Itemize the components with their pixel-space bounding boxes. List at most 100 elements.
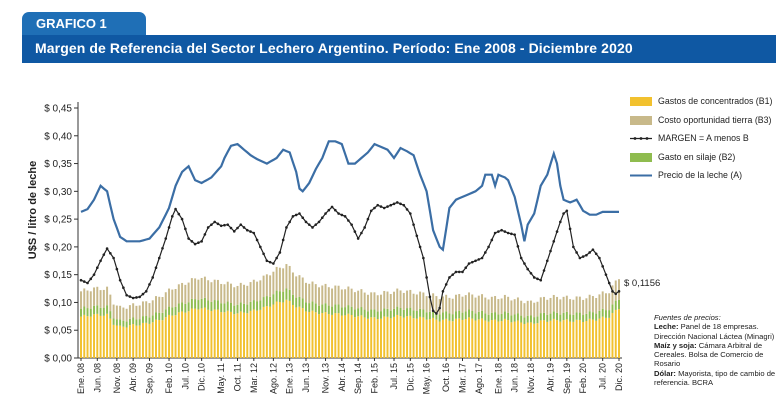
bar-tierra xyxy=(481,294,484,311)
bar-concentrados xyxy=(278,302,281,358)
margen-point xyxy=(206,226,210,229)
bar-concentrados xyxy=(197,309,200,358)
bar-tierra xyxy=(337,285,340,305)
margen-point xyxy=(389,203,393,207)
bar-concentrados xyxy=(585,320,588,358)
bar-concentrados xyxy=(494,319,497,358)
margen-line xyxy=(80,201,620,315)
bar-tierra xyxy=(216,279,219,301)
bar-concentrados xyxy=(428,319,431,358)
margen-point xyxy=(249,230,252,233)
bar-concentrados xyxy=(321,313,324,358)
bar-concentrados xyxy=(187,311,190,358)
margen-point xyxy=(170,215,174,218)
bar-tierra xyxy=(552,294,555,312)
bar-tierra xyxy=(285,264,288,289)
margen-point xyxy=(382,206,386,210)
margen-point xyxy=(461,270,464,274)
bar-tierra xyxy=(428,295,431,312)
x-tick-label: Oct. 16 xyxy=(441,363,451,392)
margen-point xyxy=(96,266,99,270)
legend-item-margen: MARGEN = A menos B xyxy=(630,132,780,147)
bar-tierra xyxy=(618,279,620,300)
bar-tierra xyxy=(396,288,399,307)
margen-point xyxy=(356,237,360,240)
margen-point xyxy=(614,292,618,296)
legend-label: MARGEN = A menos B xyxy=(658,133,749,144)
bar-tierra xyxy=(161,297,164,313)
bar-concentrados xyxy=(213,309,216,358)
bar-concentrados xyxy=(399,316,402,358)
legend-label: Gastos de concentrados (B1) xyxy=(658,96,773,106)
margen-point xyxy=(317,220,321,224)
margen-point xyxy=(350,223,353,226)
bar-silaje xyxy=(174,306,177,316)
bar-silaje xyxy=(399,308,402,317)
margen-point xyxy=(265,259,269,263)
bar-concentrados xyxy=(220,312,223,358)
margen-point xyxy=(617,290,621,293)
bar-tierra xyxy=(422,292,425,310)
bar-silaje xyxy=(259,300,262,310)
margen-point xyxy=(128,295,132,298)
margen-point xyxy=(611,290,614,293)
bar-concentrados xyxy=(477,319,480,358)
margen-point xyxy=(422,256,425,260)
y-tick-label: $ 0,25 xyxy=(44,215,72,226)
bar-tierra xyxy=(520,300,523,316)
bar-concentrados xyxy=(181,311,184,358)
bar-silaje xyxy=(389,310,392,319)
bar-silaje xyxy=(608,310,611,318)
margen-point xyxy=(210,223,213,226)
bar-silaje xyxy=(569,314,572,322)
x-tick-label: Mar. 12 xyxy=(249,363,259,393)
bar-concentrados xyxy=(373,317,376,358)
bar-tierra xyxy=(435,296,438,313)
margen-point xyxy=(457,270,461,274)
bar-concentrados xyxy=(419,316,422,358)
chart-tab: GRAFICO 1 xyxy=(22,12,146,35)
legend-swatch-tierra xyxy=(630,115,652,125)
bar-concentrados xyxy=(497,321,500,358)
margen-point xyxy=(555,230,559,233)
bar-silaje xyxy=(451,314,454,322)
bar-tierra xyxy=(425,296,428,313)
margen-point xyxy=(565,209,569,213)
bar-concentrados xyxy=(448,320,451,358)
margen-point xyxy=(334,208,337,212)
bar-silaje xyxy=(539,313,542,321)
margen-point xyxy=(216,222,220,226)
bar-silaje xyxy=(308,303,311,313)
legend-label: Gasto en silaje (B2) xyxy=(658,151,736,162)
margen-point xyxy=(337,212,340,215)
bar-concentrados xyxy=(190,308,193,358)
bar-concentrados xyxy=(148,323,151,358)
bar-concentrados xyxy=(168,314,171,358)
bar-silaje xyxy=(448,313,451,321)
bar-silaje xyxy=(393,308,395,317)
margen-point xyxy=(519,256,523,260)
margen-point xyxy=(510,232,513,236)
bar-silaje xyxy=(363,309,366,318)
margen-point xyxy=(242,226,246,229)
legend-swatch-precio xyxy=(630,171,652,180)
bar-tierra xyxy=(334,285,337,305)
source-line: Maíz y soja: Cámara Arbitral de Cereales… xyxy=(654,340,764,369)
bar-tierra xyxy=(379,294,382,312)
margen-point xyxy=(431,309,435,313)
bar-silaje xyxy=(445,311,448,319)
bar-concentrados xyxy=(376,319,379,358)
bar-silaje xyxy=(585,313,588,321)
margen-point xyxy=(320,216,324,220)
bar-tierra xyxy=(83,288,86,307)
bar-silaje xyxy=(533,317,536,324)
bar-silaje xyxy=(402,309,405,318)
margen-point xyxy=(223,223,226,227)
bar-silaje xyxy=(177,303,180,313)
bar-concentrados xyxy=(128,325,131,358)
margen-point xyxy=(187,237,190,240)
bar-concentrados xyxy=(106,313,109,358)
bar-concentrados xyxy=(285,299,288,358)
bar-concentrados xyxy=(298,306,301,358)
